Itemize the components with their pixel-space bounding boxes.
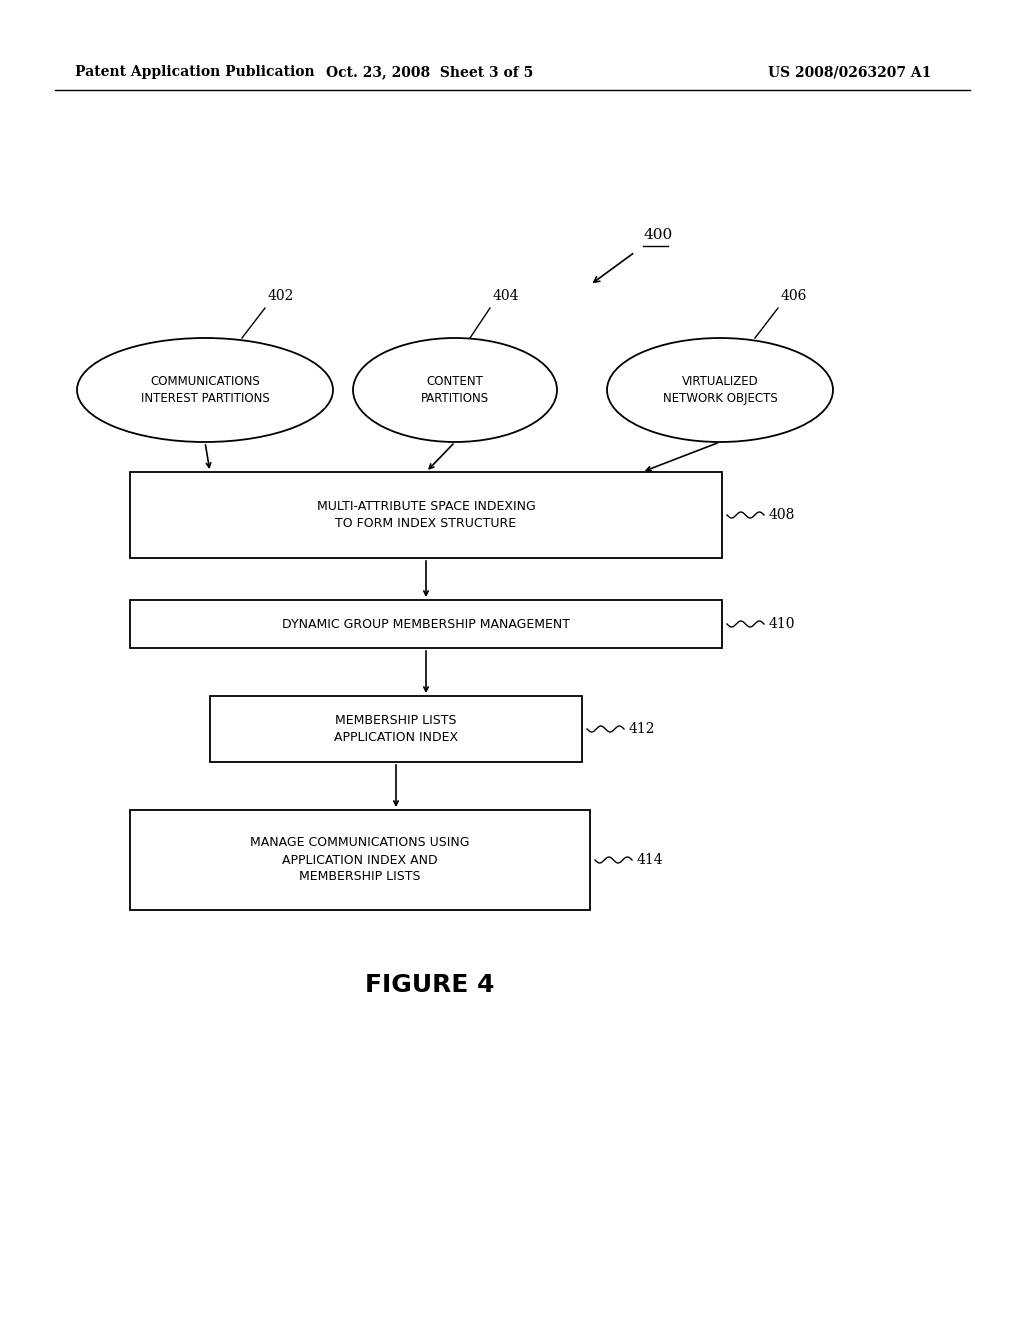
Bar [130, 601, 722, 648]
Text: MANAGE COMMUNICATIONS USING
APPLICATION INDEX AND
MEMBERSHIP LISTS: MANAGE COMMUNICATIONS USING APPLICATION … [250, 837, 470, 883]
Bar [210, 696, 582, 762]
Text: FIGURE 4: FIGURE 4 [366, 973, 495, 997]
Text: US 2008/0263207 A1: US 2008/0263207 A1 [768, 65, 932, 79]
Text: 412: 412 [629, 722, 655, 737]
Text: 406: 406 [781, 289, 807, 304]
Text: 402: 402 [268, 289, 294, 304]
Text: MULTI-ATTRIBUTE SPACE INDEXING
TO FORM INDEX STRUCTURE: MULTI-ATTRIBUTE SPACE INDEXING TO FORM I… [316, 500, 536, 531]
Text: VIRTUALIZED
NETWORK OBJECTS: VIRTUALIZED NETWORK OBJECTS [663, 375, 777, 405]
Text: COMMUNICATIONS
INTEREST PARTITIONS: COMMUNICATIONS INTEREST PARTITIONS [140, 375, 269, 405]
Text: Oct. 23, 2008  Sheet 3 of 5: Oct. 23, 2008 Sheet 3 of 5 [327, 65, 534, 79]
Text: 408: 408 [769, 508, 796, 521]
Bar [130, 473, 722, 558]
Text: 410: 410 [769, 616, 796, 631]
Text: 404: 404 [493, 289, 519, 304]
Text: Patent Application Publication: Patent Application Publication [75, 65, 314, 79]
Text: MEMBERSHIP LISTS
APPLICATION INDEX: MEMBERSHIP LISTS APPLICATION INDEX [334, 714, 458, 744]
Text: 400: 400 [643, 228, 672, 242]
Text: DYNAMIC GROUP MEMBERSHIP MANAGEMENT: DYNAMIC GROUP MEMBERSHIP MANAGEMENT [282, 618, 570, 631]
Text: 414: 414 [637, 853, 664, 867]
Bar [130, 810, 590, 909]
Text: CONTENT
PARTITIONS: CONTENT PARTITIONS [421, 375, 489, 405]
